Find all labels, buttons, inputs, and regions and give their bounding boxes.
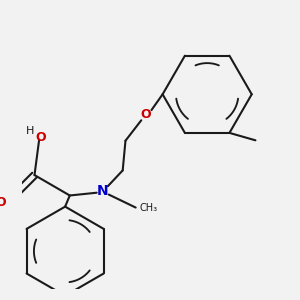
Text: CH₃: CH₃	[140, 202, 158, 213]
Text: O: O	[0, 196, 6, 209]
Text: H: H	[26, 125, 34, 136]
Text: O: O	[36, 131, 46, 144]
Text: N: N	[97, 184, 108, 198]
Text: O: O	[141, 108, 151, 121]
